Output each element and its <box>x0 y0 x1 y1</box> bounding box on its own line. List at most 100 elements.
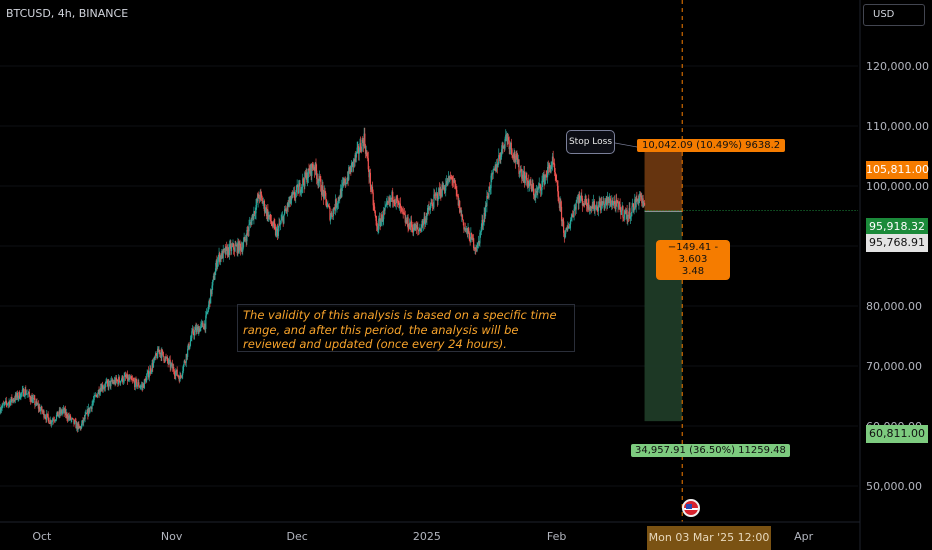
candle-body <box>190 337 192 341</box>
candle-body <box>88 407 90 412</box>
candle-body <box>343 178 346 184</box>
candle-body <box>343 182 345 184</box>
candle-body <box>85 413 88 414</box>
candle-body <box>397 200 399 202</box>
candle-body <box>450 176 452 178</box>
candle-body <box>602 202 604 206</box>
candle-body <box>482 219 484 225</box>
candle-body <box>629 216 632 219</box>
candle-body <box>234 245 236 252</box>
candle-body <box>447 178 449 185</box>
candle-body <box>97 393 99 398</box>
candle-body <box>494 164 496 171</box>
candle-body <box>142 384 144 388</box>
candle-body <box>92 400 95 403</box>
candle-body <box>410 220 412 228</box>
candle-body <box>595 205 598 207</box>
candle-body <box>251 214 254 219</box>
candle-body <box>550 166 552 172</box>
candle-body <box>207 304 210 310</box>
symbol-title[interactable]: BTCUSD, 4h, BINANCE <box>6 7 129 20</box>
candle-body <box>64 409 67 416</box>
candle-body <box>634 199 636 208</box>
candle-body <box>137 382 139 385</box>
candle-body <box>538 183 540 187</box>
candle-body <box>117 377 120 385</box>
candle-body <box>149 368 151 374</box>
candle-body <box>120 380 122 384</box>
candle-body <box>362 139 364 141</box>
candle-body <box>635 198 637 208</box>
candle-body <box>143 379 145 388</box>
candle-body <box>317 178 319 184</box>
candle-body <box>643 202 646 206</box>
candle-body <box>200 322 203 325</box>
candle-body <box>495 164 497 172</box>
candle-body <box>96 395 98 398</box>
candle-body <box>402 209 404 213</box>
candle-body <box>482 222 485 225</box>
candle-body <box>318 176 321 181</box>
candle-body <box>81 420 83 424</box>
candle-body <box>42 410 44 412</box>
entry-stats-line1: −149.41 - 3.603 <box>667 242 719 265</box>
candle-body <box>215 260 217 269</box>
candle-body <box>639 193 641 197</box>
candle-body <box>431 203 434 207</box>
stop-price-badge: 105,811.00 <box>866 161 929 179</box>
candle-body <box>314 162 316 172</box>
candle-body <box>376 220 378 227</box>
candle-body <box>405 220 407 223</box>
candle-body <box>540 190 542 191</box>
candle-body <box>541 180 543 191</box>
candle-body <box>463 222 465 230</box>
candle-body <box>205 312 208 316</box>
candle-body <box>193 333 195 336</box>
candle-body <box>337 197 339 204</box>
candle-body <box>32 397 35 399</box>
candle-body <box>493 169 495 170</box>
candle-body <box>117 380 119 385</box>
candle-body <box>586 203 588 206</box>
candle-body <box>77 423 79 430</box>
candle-body <box>511 149 513 156</box>
candle-body <box>135 379 137 380</box>
stop-loss-connector <box>614 142 638 148</box>
candle-body <box>588 199 590 210</box>
candle-body <box>305 172 307 177</box>
candle-body <box>324 190 326 193</box>
candle-body <box>410 220 413 227</box>
candle-body <box>9 401 11 406</box>
currency-button[interactable]: USD <box>863 4 925 26</box>
candle-body <box>470 233 473 235</box>
candle-body <box>262 203 264 204</box>
candle-body <box>607 197 609 204</box>
candle-body <box>54 420 56 422</box>
us-flag-event-icon[interactable] <box>682 499 700 517</box>
candle-body <box>68 415 70 419</box>
candle-body <box>634 199 637 208</box>
stop-loss-label[interactable]: Stop Loss <box>566 130 615 154</box>
candle-body <box>150 368 152 373</box>
candle-body <box>311 163 314 168</box>
candle-body <box>61 411 63 414</box>
candle-body <box>266 209 268 216</box>
candle-body <box>12 399 14 401</box>
candle-body <box>438 188 440 200</box>
candle-body <box>274 224 276 227</box>
candle-body <box>387 201 389 203</box>
candle-body <box>230 245 233 251</box>
candle-body <box>426 214 428 220</box>
candle-body <box>115 377 118 381</box>
candle-body <box>594 209 596 212</box>
candle-body <box>221 251 224 259</box>
candle-body <box>380 220 382 226</box>
candle-body <box>43 410 45 418</box>
target-price-badge: 60,811.00 <box>866 425 928 443</box>
candle-body <box>549 168 551 172</box>
candle-body <box>129 376 132 378</box>
candle-body <box>30 396 32 402</box>
candle-body <box>53 419 55 421</box>
candle-body <box>457 195 459 206</box>
